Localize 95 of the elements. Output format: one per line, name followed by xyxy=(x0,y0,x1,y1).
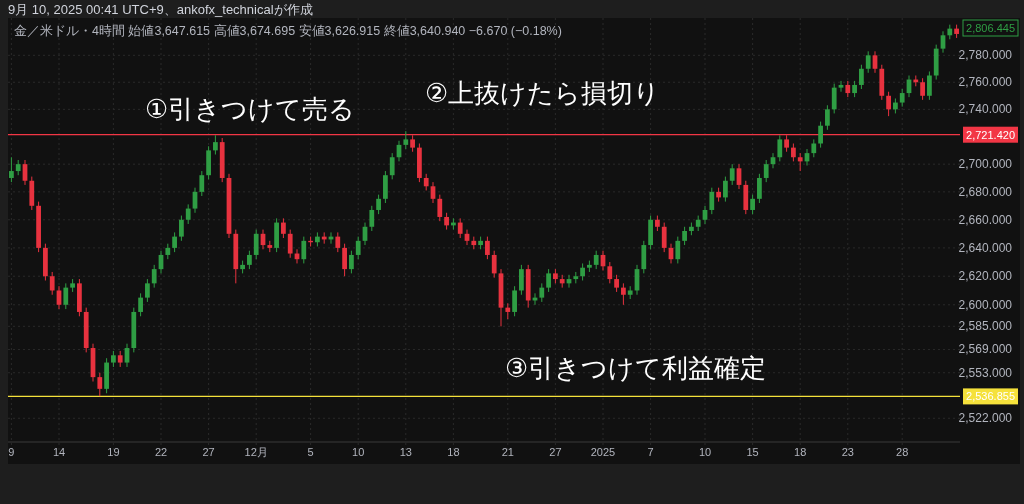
text: 金／米ドル・4時間 始値3,647.615 高値3,674.695 安値3,626.915 終値3,640.940 −6.670 (−0.18%) xyxy=(14,23,562,38)
candlestick xyxy=(723,176,728,203)
candlestick xyxy=(437,194,443,222)
x-tick-label: 19 xyxy=(107,446,120,458)
text: 2,806.445 xyxy=(966,22,1015,34)
y-tick-label: 2,522.000 xyxy=(958,411,1013,426)
candlestick xyxy=(369,205,375,232)
candlestick xyxy=(199,170,205,197)
candlestick xyxy=(185,203,191,225)
candlestick xyxy=(179,215,184,242)
y-tick-label: 2,640.000 xyxy=(958,240,1013,255)
annotation: ③引きつけて利益確定 xyxy=(505,353,767,383)
candlestick xyxy=(675,236,681,264)
x-tick-label: 28 xyxy=(896,446,909,458)
x-tick-label: 10 xyxy=(698,446,712,458)
x-tick-label: 9 xyxy=(8,446,15,458)
candlestick xyxy=(607,261,613,284)
candlestick xyxy=(777,134,783,162)
ref-line-label: 2,721.420 xyxy=(966,128,1015,141)
candlestick xyxy=(151,264,157,289)
y-tick-label: 2,660.000 xyxy=(958,212,1013,227)
y-tick-label: 2,620.000 xyxy=(958,269,1013,284)
candlestick xyxy=(661,222,667,253)
x-tick-label: 15 xyxy=(746,446,759,458)
x-tick-label: 22 xyxy=(154,446,168,458)
candlestick xyxy=(138,292,143,317)
x-tick-label: 27 xyxy=(549,446,562,458)
candlestick xyxy=(757,173,762,204)
candlestick xyxy=(342,243,347,277)
candlestick xyxy=(512,285,517,317)
y-tick-label: 2,680.000 xyxy=(958,184,1013,199)
candlestick xyxy=(831,83,837,114)
candlestick xyxy=(621,282,626,306)
candlestick xyxy=(281,217,286,239)
candlestick xyxy=(247,250,252,270)
y-tick-label: 2,569.000 xyxy=(958,342,1013,357)
candlestick xyxy=(355,236,361,260)
candlestick xyxy=(709,187,715,215)
candlestick xyxy=(97,372,103,397)
y-tick-label: 2,740.000 xyxy=(958,102,1013,117)
candlestick xyxy=(301,236,307,264)
y-tick-label: 2,600.000 xyxy=(958,297,1013,312)
y-tick-label: 2,760.000 xyxy=(958,75,1013,90)
x-tick-label: 21 xyxy=(501,446,514,458)
candlestick xyxy=(49,271,55,296)
x-tick-label: 7 xyxy=(647,446,654,458)
y-tick-label: 2,553.000 xyxy=(958,365,1013,380)
candlestick xyxy=(491,250,497,279)
y-tick-label: 2,700.000 xyxy=(958,157,1013,172)
x-tick-label: 27 xyxy=(202,446,215,458)
candlestick xyxy=(376,194,381,215)
candlestick xyxy=(859,64,864,90)
annotation: ②上抜けたら損切り xyxy=(425,78,661,108)
candlestick xyxy=(729,163,735,186)
candlestick xyxy=(9,156,14,183)
candlestick xyxy=(750,194,755,215)
ref-line-label: 2,536.855 xyxy=(966,390,1015,403)
candlestick xyxy=(886,91,891,117)
candlestick xyxy=(145,278,150,303)
chart-title: 9月 10, 2025 00:41 UTC+9、ankofx_technicalが作成 xyxy=(8,2,313,17)
candlestick xyxy=(865,50,871,74)
candlestick xyxy=(519,264,524,296)
candlestick xyxy=(546,268,551,293)
candlestick xyxy=(253,229,259,260)
x-tick-label: 23 xyxy=(841,446,854,458)
candlestick xyxy=(682,226,687,246)
x-tick-label: 2025 xyxy=(590,446,616,458)
candlestick xyxy=(763,159,769,183)
x-tick-label: 5 xyxy=(307,446,314,458)
candlestick xyxy=(287,229,293,259)
candlestick xyxy=(539,282,545,303)
candlestick xyxy=(927,70,932,101)
y-tick-label: 2,780.000 xyxy=(958,48,1013,63)
candlestick xyxy=(172,231,177,253)
candlestick xyxy=(818,121,823,149)
x-tick-label: 10 xyxy=(352,446,365,458)
x-tick-label: 18 xyxy=(794,446,807,458)
x-tick-label: 12月 xyxy=(244,446,268,458)
x-tick-label: 18 xyxy=(447,446,460,458)
candlestick xyxy=(383,170,388,204)
candlestick xyxy=(838,80,844,93)
candlestick xyxy=(825,104,830,131)
annotation: ①引きつけて売る xyxy=(145,94,356,124)
x-tick-label: 13 xyxy=(399,446,412,458)
x-tick-label: 14 xyxy=(52,446,66,458)
candlestick xyxy=(349,250,354,274)
y-tick-label: 2,585.000 xyxy=(958,319,1013,334)
candlestick xyxy=(389,152,395,180)
candlestick xyxy=(335,231,341,253)
candlestick xyxy=(593,250,599,270)
candlestick xyxy=(213,134,218,155)
candlestick xyxy=(920,77,925,101)
candlestick xyxy=(63,282,69,310)
candlestick xyxy=(485,236,490,260)
candlestick xyxy=(457,217,463,239)
